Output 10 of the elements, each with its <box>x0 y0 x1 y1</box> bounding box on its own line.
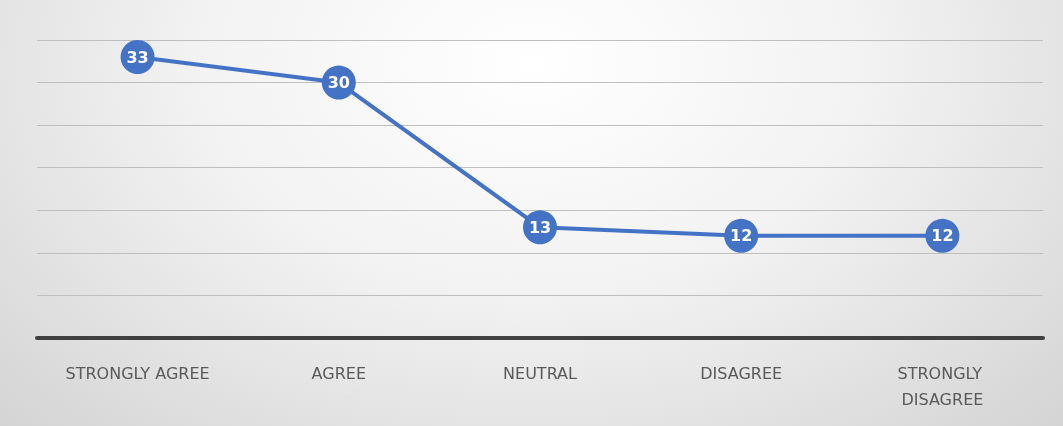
x-tick-label: AGREE <box>311 363 366 383</box>
x-tick-label: STRONGLY DISAGREE <box>897 363 988 409</box>
data-label: 33 <box>126 47 149 67</box>
data-label: 13 <box>528 217 552 237</box>
data-label: 30 <box>327 73 350 93</box>
data-label: 12 <box>730 226 753 246</box>
x-tick-label: STRONGLY AGREE <box>65 363 210 383</box>
x-tick-label: DISAGREE <box>700 363 783 383</box>
data-label: 12 <box>931 226 954 246</box>
x-tick-label: NEUTRAL <box>503 363 578 383</box>
